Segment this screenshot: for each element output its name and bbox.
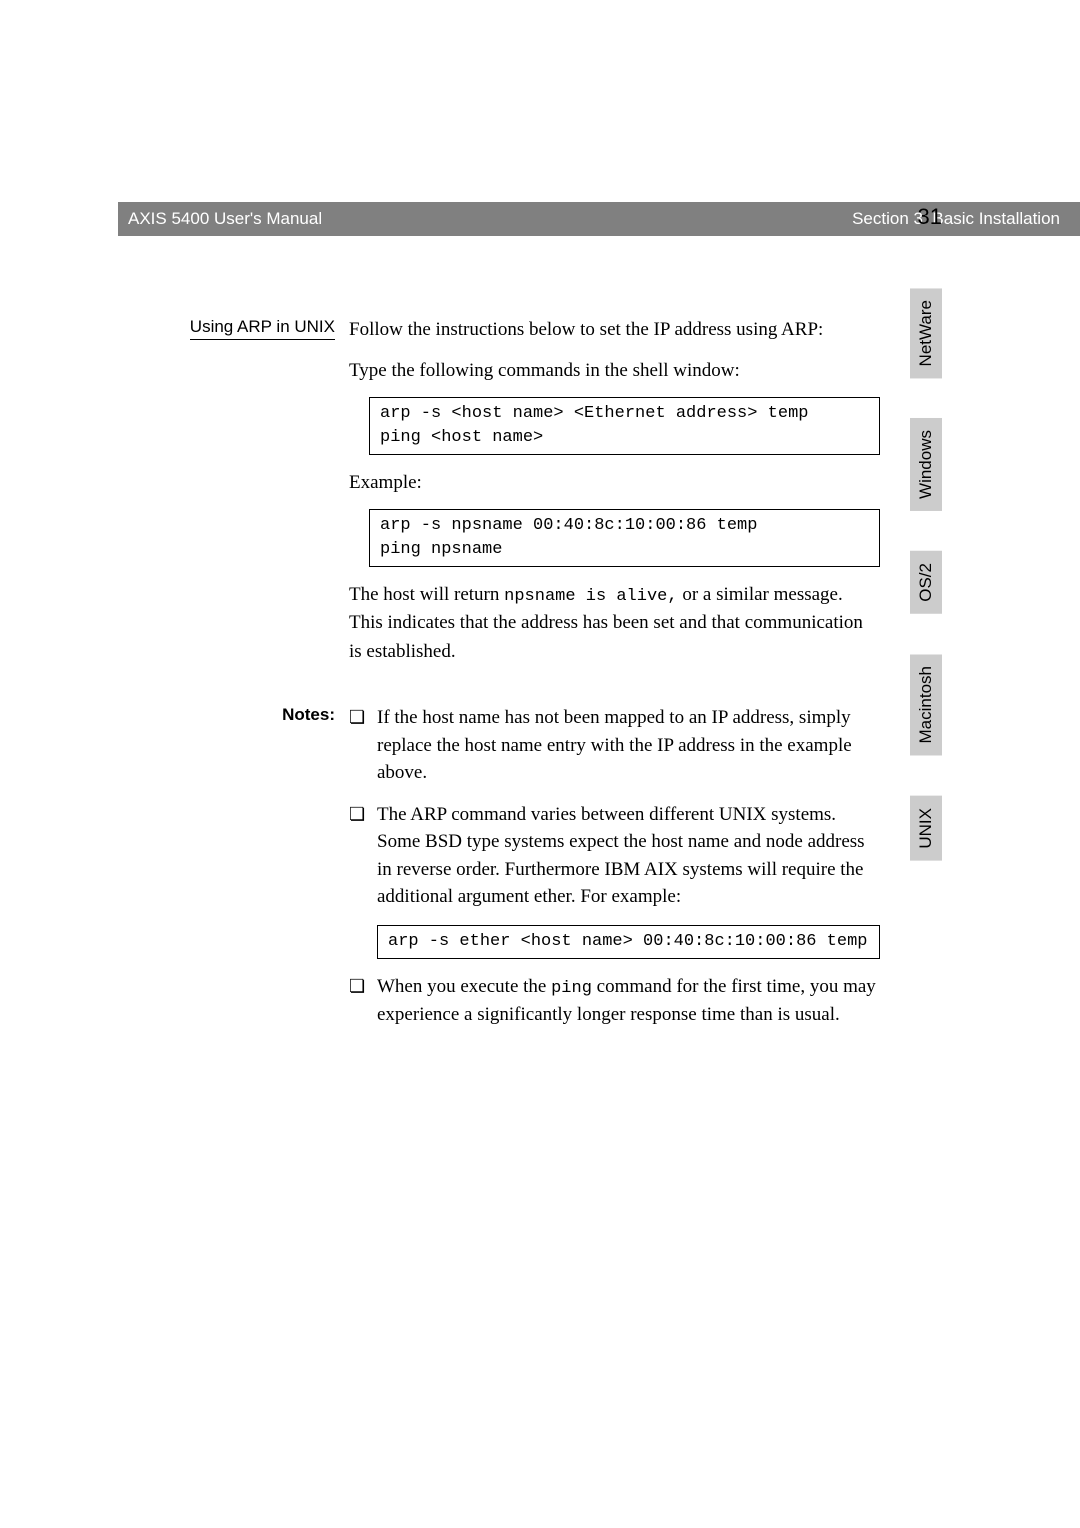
tab-windows[interactable]: Windows <box>910 418 942 511</box>
notes-body: ❏ If the host name has not been mapped t… <box>349 704 880 1043</box>
note-item-3: ❏ When you execute the ping command for … <box>349 973 880 1029</box>
section-label-col: Using ARP in UNIX <box>150 316 349 678</box>
note-bullet-icon: ❏ <box>349 973 377 1029</box>
tab-os2[interactable]: OS/2 <box>910 551 942 614</box>
codebox-commands: arp -s <host name> <Ethernet address> te… <box>369 397 880 455</box>
result-prefix: The host will return <box>349 584 504 605</box>
content-body: Using ARP in UNIX Follow the instruction… <box>150 316 880 1043</box>
example-label: Example: <box>349 469 880 498</box>
intro-p1: Follow the instructions below to set the… <box>349 316 880 345</box>
notes-label-col: Notes: <box>150 704 349 1043</box>
tab-netware[interactable]: NetWare <box>910 288 942 378</box>
result-paragraph: The host will return npsname is alive, o… <box>349 581 880 667</box>
note3-prefix: When you execute the <box>377 976 551 997</box>
note-text-1: If the host name has not been mapped to … <box>377 704 880 787</box>
page-number: 31 <box>918 204 942 230</box>
side-tabs: NetWare Windows OS/2 Macintosh UNIX <box>910 288 942 900</box>
note-item-2: ❏ The ARP command varies between differe… <box>349 801 880 911</box>
codebox-example: arp -s npsname 00:40:8c:10:00:86 temp pi… <box>369 509 880 567</box>
note-item-1: ❏ If the host name has not been mapped t… <box>349 704 880 787</box>
header-section-title: Section 3: Basic Installation <box>852 209 1060 229</box>
header-manual-title: AXIS 5400 User's Manual <box>128 209 852 229</box>
note-bullet-icon: ❏ <box>349 704 377 787</box>
tab-macintosh[interactable]: Macintosh <box>910 654 942 755</box>
notes-label: Notes: <box>282 705 335 724</box>
section-label: Using ARP in UNIX <box>190 317 335 340</box>
intro-body: Follow the instructions below to set the… <box>349 316 880 678</box>
intro-p2: Type the following commands in the shell… <box>349 357 880 386</box>
note-text-2: The ARP command varies between different… <box>377 801 880 911</box>
tab-unix[interactable]: UNIX <box>910 796 942 861</box>
note-bullet-icon: ❏ <box>349 801 377 911</box>
note3-code: ping <box>551 979 592 998</box>
result-code: npsname is alive, <box>504 587 677 606</box>
note-text-3: When you execute the ping command for th… <box>377 973 880 1029</box>
codebox-ether: arp -s ether <host name> 00:40:8c:10:00:… <box>377 925 880 959</box>
